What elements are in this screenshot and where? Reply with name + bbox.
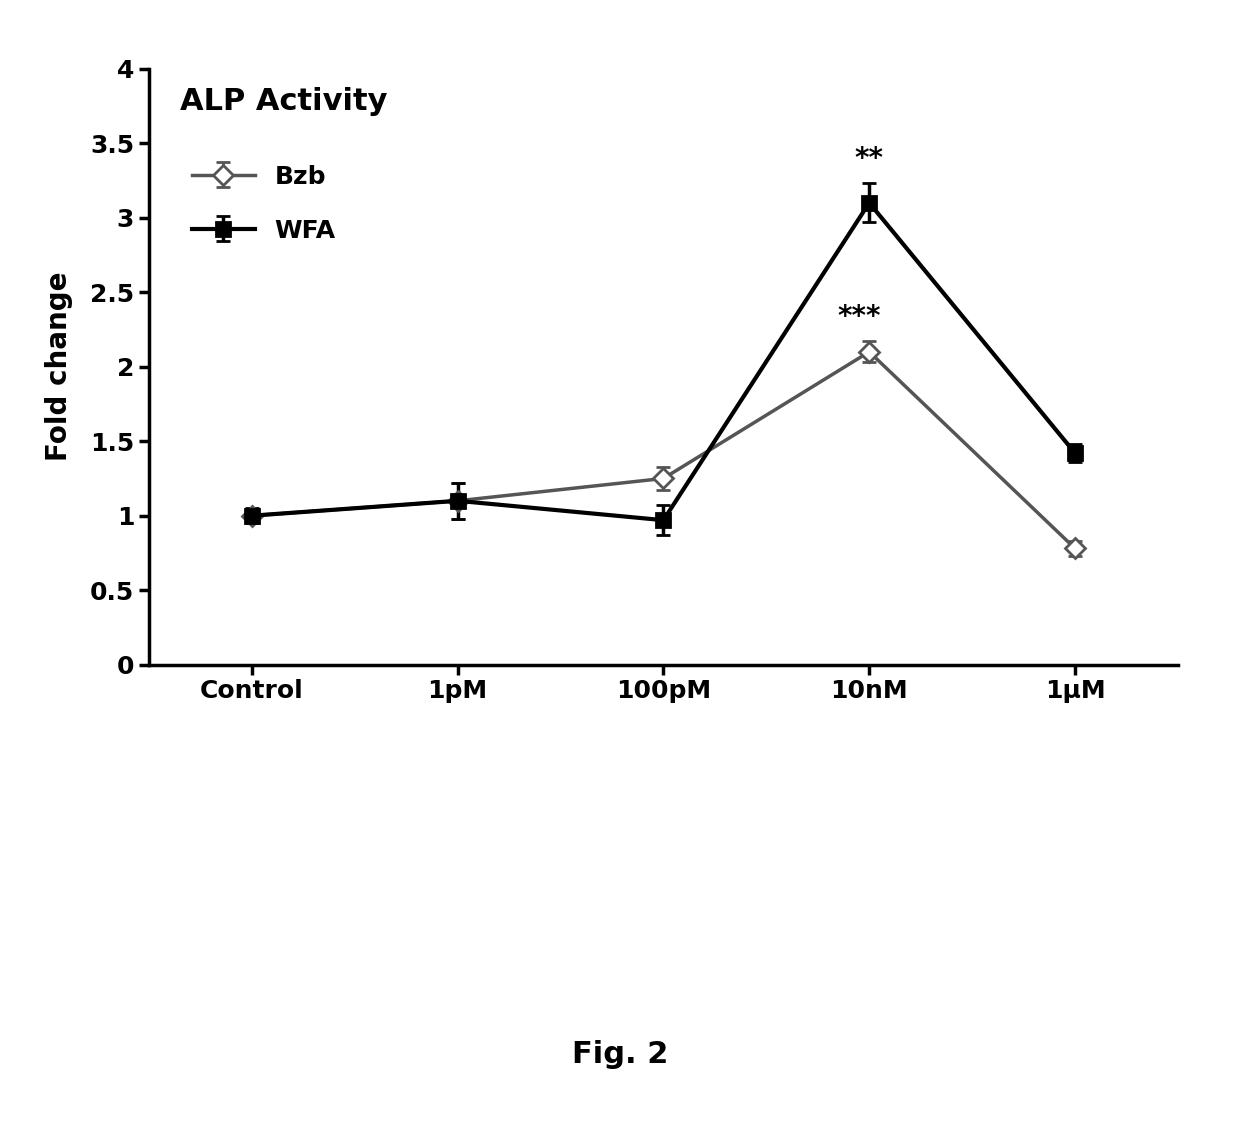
Legend: Bzb, WFA: Bzb, WFA [192, 165, 336, 243]
Text: Fig. 2: Fig. 2 [572, 1039, 668, 1069]
Y-axis label: Fold change: Fold change [46, 272, 73, 462]
Text: ALP Activity: ALP Activity [180, 87, 387, 116]
Text: **: ** [854, 146, 884, 173]
Text: ***: *** [837, 303, 880, 331]
